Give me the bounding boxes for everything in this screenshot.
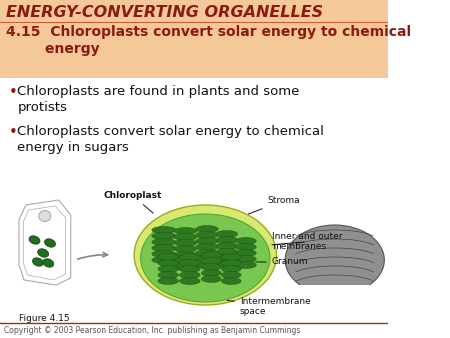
- Text: Figure 4.15: Figure 4.15: [19, 314, 70, 323]
- Ellipse shape: [180, 266, 200, 272]
- Text: Chloroplasts convert solar energy to chemical
energy in sugars: Chloroplasts convert solar energy to che…: [17, 125, 324, 154]
- Ellipse shape: [174, 227, 197, 235]
- Ellipse shape: [196, 225, 218, 233]
- Bar: [285, 285, 388, 315]
- Ellipse shape: [202, 258, 221, 265]
- Ellipse shape: [152, 233, 176, 240]
- Ellipse shape: [152, 226, 176, 234]
- Ellipse shape: [202, 251, 221, 259]
- Ellipse shape: [216, 237, 238, 243]
- Ellipse shape: [158, 266, 179, 272]
- Ellipse shape: [180, 254, 200, 261]
- Ellipse shape: [174, 245, 197, 252]
- Ellipse shape: [158, 254, 179, 261]
- Ellipse shape: [216, 242, 238, 249]
- Ellipse shape: [196, 249, 218, 257]
- Ellipse shape: [196, 238, 218, 244]
- Text: Copyright © 2003 Pearson Education, Inc. publishing as Benjamin Cummings: Copyright © 2003 Pearson Education, Inc.…: [4, 326, 301, 335]
- Ellipse shape: [180, 277, 200, 285]
- Text: ENERGY-CONVERTING ORGANELLES: ENERGY-CONVERTING ORGANELLES: [6, 5, 323, 20]
- Ellipse shape: [221, 260, 241, 266]
- Ellipse shape: [38, 249, 49, 257]
- Ellipse shape: [32, 258, 44, 266]
- Ellipse shape: [45, 239, 55, 247]
- Ellipse shape: [235, 256, 256, 263]
- Ellipse shape: [180, 271, 200, 279]
- Ellipse shape: [174, 258, 197, 265]
- Ellipse shape: [216, 261, 238, 267]
- Ellipse shape: [196, 243, 218, 250]
- Ellipse shape: [158, 260, 179, 266]
- Ellipse shape: [158, 271, 179, 279]
- Text: 4.15  Chloroplasts convert solar energy to chemical
        energy: 4.15 Chloroplasts convert solar energy t…: [6, 25, 411, 56]
- Ellipse shape: [235, 262, 256, 268]
- Ellipse shape: [152, 257, 176, 264]
- Ellipse shape: [285, 225, 384, 295]
- Ellipse shape: [216, 248, 238, 256]
- Text: Intermembrane
space: Intermembrane space: [227, 297, 310, 316]
- Ellipse shape: [174, 264, 197, 270]
- Ellipse shape: [140, 214, 270, 302]
- Ellipse shape: [152, 239, 176, 245]
- Text: Inner and outer
membranes: Inner and outer membranes: [272, 232, 342, 251]
- Ellipse shape: [221, 277, 241, 285]
- Ellipse shape: [216, 255, 238, 262]
- FancyArrowPatch shape: [78, 252, 108, 259]
- Ellipse shape: [221, 254, 241, 261]
- Text: •: •: [9, 125, 18, 140]
- Ellipse shape: [174, 240, 197, 246]
- Ellipse shape: [202, 275, 221, 283]
- Ellipse shape: [180, 260, 200, 266]
- Ellipse shape: [134, 205, 276, 305]
- Ellipse shape: [152, 250, 176, 258]
- Ellipse shape: [235, 238, 256, 244]
- Ellipse shape: [158, 277, 179, 285]
- Bar: [0, 0, 388, 78]
- Text: Chloroplast: Chloroplast: [104, 191, 162, 213]
- Ellipse shape: [221, 266, 241, 272]
- Ellipse shape: [152, 244, 176, 251]
- Ellipse shape: [202, 264, 221, 270]
- Ellipse shape: [196, 256, 218, 263]
- Ellipse shape: [174, 234, 197, 241]
- Text: Chloroplasts are found in plants and some
protists: Chloroplasts are found in plants and som…: [17, 85, 300, 114]
- Ellipse shape: [202, 269, 221, 276]
- Ellipse shape: [39, 211, 51, 221]
- Ellipse shape: [174, 251, 197, 259]
- Ellipse shape: [216, 231, 238, 238]
- Ellipse shape: [196, 232, 218, 239]
- Ellipse shape: [235, 249, 256, 257]
- Text: Granum: Granum: [256, 258, 308, 266]
- Text: •: •: [9, 85, 18, 100]
- Ellipse shape: [43, 259, 54, 267]
- Ellipse shape: [196, 262, 218, 268]
- Ellipse shape: [29, 236, 40, 244]
- Ellipse shape: [235, 243, 256, 250]
- Text: Stroma: Stroma: [248, 196, 300, 214]
- Ellipse shape: [221, 271, 241, 279]
